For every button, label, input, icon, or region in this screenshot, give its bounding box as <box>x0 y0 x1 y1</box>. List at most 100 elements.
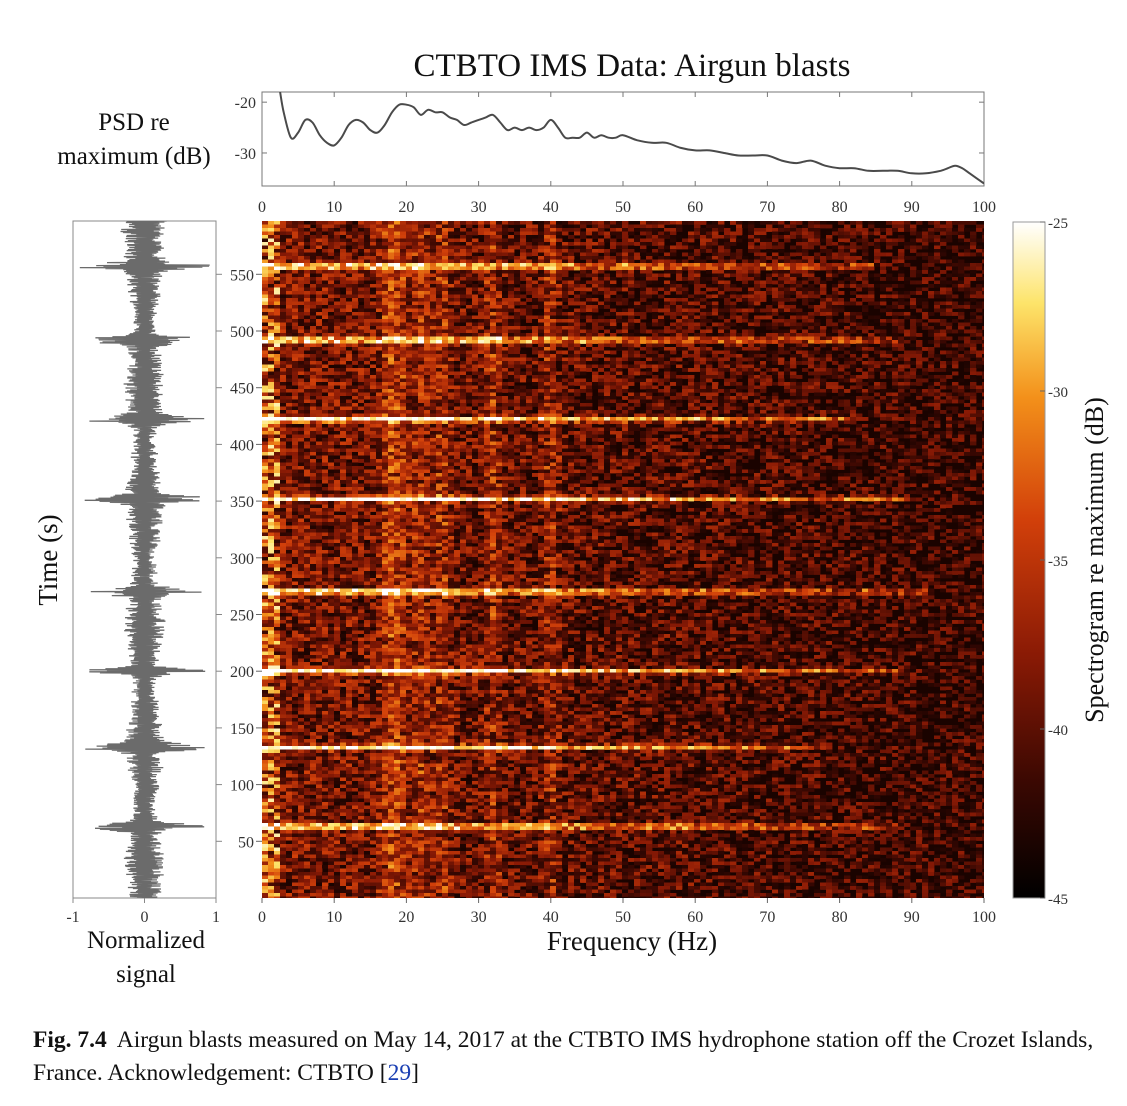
spectrogram-cell <box>490 270 497 274</box>
spectrogram-cell <box>778 277 785 281</box>
spectrogram-cell <box>886 354 893 358</box>
spectrogram-cell <box>946 298 953 302</box>
spectrogram-cell <box>706 336 713 341</box>
spectrogram-cell <box>706 263 713 267</box>
spectrogram-cell <box>688 319 695 323</box>
spectrogram-cell <box>760 231 767 236</box>
spectrogram-cell <box>298 280 305 285</box>
spectrogram-cell <box>952 277 959 281</box>
spectrogram-cell <box>430 235 437 239</box>
spectrogram-cell <box>394 294 401 299</box>
spectrogram-cell <box>364 256 371 260</box>
spectrogram-cell <box>808 308 815 313</box>
spectrogram-cell <box>628 301 635 306</box>
spectrogram-cell <box>940 224 947 229</box>
spectrogram-cell <box>628 287 635 292</box>
spectrogram-cell <box>358 259 365 264</box>
spectrogram-cell <box>472 336 479 341</box>
spectrogram-cell <box>772 277 779 281</box>
spectrogram-cell <box>808 242 815 246</box>
spectrogram-cell <box>370 291 377 295</box>
spectrogram-cell <box>424 329 431 334</box>
spectrogram-cell <box>706 256 713 260</box>
spectrogram-cell <box>736 263 743 267</box>
spectrogram-cell <box>310 350 317 355</box>
spectrogram-cell <box>436 347 443 351</box>
spectrogram-cell <box>568 361 575 365</box>
spectrogram-cell <box>604 238 611 243</box>
spectrogram-cell <box>556 298 563 302</box>
spectrogram-cell <box>832 354 839 358</box>
spectrogram-cell <box>358 298 365 302</box>
spectrogram-cell <box>970 368 977 372</box>
spectrogram-cell <box>316 280 323 285</box>
spectrogram-cell <box>376 231 383 236</box>
spectrogram-cell <box>694 231 701 236</box>
spectrogram-cell <box>772 368 779 372</box>
spectrogram-cell <box>724 329 731 334</box>
spectrogram-cell <box>274 326 281 330</box>
spectrogram-cell <box>292 340 299 344</box>
spectrogram-cell <box>772 245 779 250</box>
spectrogram-cell <box>976 284 983 288</box>
spectrogram-cell <box>958 235 965 239</box>
spectrogram-cell <box>868 322 875 327</box>
spectrogram-cell <box>280 287 287 292</box>
spectrogram-cell <box>736 256 743 260</box>
spectrogram-cell <box>508 291 515 295</box>
spectrogram-cell <box>922 252 929 257</box>
spectrogram-cell <box>388 322 395 327</box>
spectrogram-cell <box>550 350 557 355</box>
spectrogram-cell <box>538 340 545 344</box>
spectrogram-cell <box>424 354 431 358</box>
spectrogram-cell <box>664 298 671 302</box>
spectrogram-cell <box>274 343 281 348</box>
spectrogram-cell <box>742 308 749 313</box>
spectrogram-cell <box>826 336 833 341</box>
spectrogram-cell <box>610 266 617 271</box>
spectrogram-cell <box>898 385 905 390</box>
spectrogram-cell <box>826 301 833 306</box>
spectrogram-cell <box>640 228 647 232</box>
spectrogram-cell <box>574 259 581 264</box>
spectrogram-cell <box>526 326 533 330</box>
spectrogram-cell <box>502 242 509 246</box>
spectrogram-cell <box>454 329 461 334</box>
spectrogram-cell <box>328 294 335 299</box>
spectrogram-cell <box>478 350 485 355</box>
spectrogram-cell <box>778 284 785 288</box>
spectrogram-cell <box>808 273 815 278</box>
spectrogram-cell <box>502 329 509 334</box>
spectrogram-cell <box>742 287 749 292</box>
spectrogram-cell <box>850 375 857 379</box>
spectrogram-cell <box>580 305 587 309</box>
spectrogram-cell <box>664 329 671 334</box>
spectrogram-cell <box>502 333 509 337</box>
spectrogram-cell <box>916 270 923 274</box>
spectrogram-cell <box>604 347 611 351</box>
spectrogram-cell <box>658 294 665 299</box>
spectrogram-cell <box>946 301 953 306</box>
spectrogram-cell <box>304 333 311 337</box>
spectrogram-cell <box>466 256 473 260</box>
spectrogram-cell <box>754 315 761 320</box>
spectrogram-cell <box>454 347 461 351</box>
spectrogram-cell <box>766 378 773 383</box>
spectrogram-cell <box>898 378 905 383</box>
spectrogram-cell <box>646 361 653 365</box>
spectrogram-cell <box>502 249 509 253</box>
spectrogram-cell <box>706 364 713 369</box>
spectrogram-cell <box>544 266 551 271</box>
spectrogram-cell <box>802 336 809 341</box>
spectrogram-cell <box>406 245 413 250</box>
spectrogram-cell <box>550 231 557 236</box>
spectrogram-cell <box>418 308 425 313</box>
spectrogram-cell <box>670 315 677 320</box>
spectrogram-cell <box>466 259 473 264</box>
spectrogram-cell <box>364 308 371 313</box>
spectrogram-cell <box>268 378 275 383</box>
spectrogram-cell <box>844 319 851 323</box>
spectrogram-cell <box>970 252 977 257</box>
spectrogram-cell <box>904 357 911 362</box>
spectrogram-cell <box>616 273 623 278</box>
